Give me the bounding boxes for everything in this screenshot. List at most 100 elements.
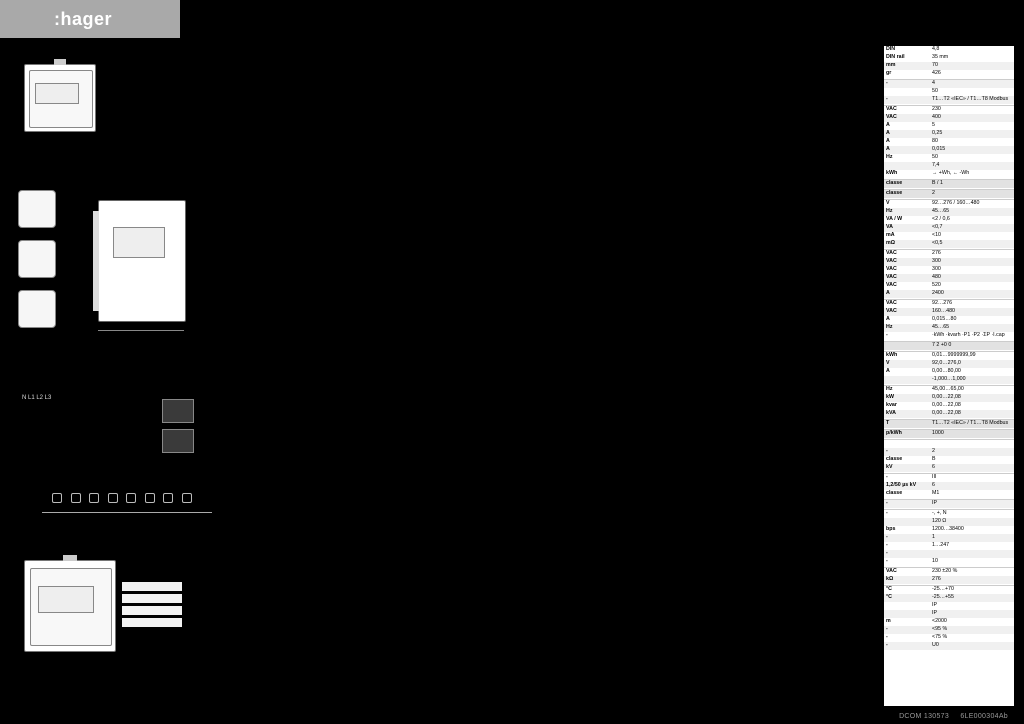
spec-value: 70 — [930, 62, 1014, 70]
spec-key: VAC — [884, 282, 930, 290]
spec-row: °C-25…+55 — [884, 594, 1014, 602]
spec-value: 50 — [930, 88, 1014, 96]
spec-key: VAC — [884, 274, 930, 282]
spec-row — [884, 440, 1014, 449]
spec-value: 2400 — [930, 290, 1014, 298]
spec-key: mA — [884, 232, 930, 240]
spec-row: DIN4,8 — [884, 46, 1014, 54]
spec-value: 5 — [930, 122, 1014, 130]
spec-row: DIN rail35 mm — [884, 54, 1014, 62]
spec-key: Hz — [884, 208, 930, 216]
spec-key: V — [884, 200, 930, 209]
spec-row: VAC230 ±20 % — [884, 568, 1014, 577]
spec-row: VAC160…480 — [884, 308, 1014, 316]
spec-row: classeB / 1 — [884, 180, 1014, 189]
spec-value: -1,000…1,000 — [930, 376, 1014, 384]
spec-key: - — [884, 534, 930, 542]
spec-key: kWh — [884, 170, 930, 178]
spec-value: 92,0…276,0 — [930, 360, 1014, 368]
footer-doc-right: 6LE000304Ab — [960, 713, 1008, 720]
spec-row: VAC480 — [884, 274, 1014, 282]
spec-row: p/kWh1000 — [884, 430, 1014, 439]
spec-value: T1…T2 «IEC» / T1…T8 Modbus — [930, 420, 1014, 429]
spec-value: 10 — [930, 558, 1014, 566]
spec-key: °C — [884, 586, 930, 595]
wiring-diagram: N L1 L2 L3 — [22, 395, 232, 515]
spec-key: A — [884, 316, 930, 324]
spec-row: IP — [884, 610, 1014, 618]
spec-row: A80 — [884, 138, 1014, 146]
spec-value: IP — [930, 500, 1014, 509]
spec-value: → +Wh, ← -Wh — [930, 170, 1014, 178]
spec-row: 7,4 — [884, 162, 1014, 170]
spec-row: -<75 % — [884, 634, 1014, 642]
spec-value: 300 — [930, 258, 1014, 266]
spec-value: 80 — [930, 138, 1014, 146]
spec-key: A — [884, 146, 930, 154]
spec-key: VAC — [884, 258, 930, 266]
spec-value: B / 1 — [930, 180, 1014, 189]
spec-row: -T1…T2 «IEC» / T1…T8 Modbus — [884, 96, 1014, 104]
spec-key: - — [884, 558, 930, 566]
spec-row: A0,015…80 — [884, 316, 1014, 324]
spec-key: kW — [884, 394, 930, 402]
spec-key: - — [884, 80, 930, 89]
spec-value: III — [930, 474, 1014, 483]
spec-row: 50 — [884, 88, 1014, 96]
spec-row: kΩ276 — [884, 576, 1014, 584]
front-label-block — [122, 582, 182, 632]
spec-row: mm70 — [884, 62, 1014, 70]
footer-doc-left: DCOM 130573 — [899, 713, 949, 720]
spec-value: 300 — [930, 266, 1014, 274]
spec-row: -4 — [884, 80, 1014, 89]
spec-key: kV — [884, 464, 930, 472]
spec-row: A0,25 — [884, 130, 1014, 138]
spec-row: V92,0…276,0 — [884, 360, 1014, 368]
spec-value: <0,5 — [930, 240, 1014, 248]
spec-value: IP — [930, 610, 1014, 618]
spec-row: kWh0,01…9999999,99 — [884, 352, 1014, 361]
brand-name: :hager — [54, 9, 112, 30]
spec-key: m — [884, 618, 930, 626]
spec-value: 520 — [930, 282, 1014, 290]
spec-key: - — [884, 474, 930, 483]
spec-key: mΩ — [884, 240, 930, 248]
spec-key: A — [884, 122, 930, 130]
spec-value: B — [930, 456, 1014, 464]
spec-row: gr426 — [884, 70, 1014, 78]
spec-value: <10 — [930, 232, 1014, 240]
spec-key: gr — [884, 70, 930, 78]
spec-key: VAC — [884, 300, 930, 309]
spec-value: 4,8 — [930, 46, 1014, 54]
spec-value: M1 — [930, 490, 1014, 498]
spec-value: 7,4 — [930, 162, 1014, 170]
spec-key: - — [884, 510, 930, 519]
spec-row: -III — [884, 474, 1014, 483]
spec-value: ·kWh ·kvarh ·P1 ·P2 ·ΣP ·I.cap — [930, 332, 1014, 340]
spec-row: Hz45,00…65,00 — [884, 386, 1014, 395]
spec-key: - — [884, 642, 930, 650]
spec-row: kvar0,00…22,08 — [884, 402, 1014, 410]
spec-key: VAC — [884, 266, 930, 274]
spec-row: 7 2 +0 0 — [884, 342, 1014, 351]
spec-key: - — [884, 332, 930, 340]
spec-key: classe — [884, 190, 930, 199]
spec-key: VAC — [884, 568, 930, 577]
spec-key: kVA — [884, 410, 930, 418]
product-thumb — [24, 64, 96, 132]
spec-row: classe2 — [884, 190, 1014, 199]
spec-row: 120 Ω — [884, 518, 1014, 526]
spec-row: classeB — [884, 456, 1014, 464]
spec-key: A — [884, 130, 930, 138]
spec-key: - — [884, 448, 930, 456]
spec-value: 50 — [930, 154, 1014, 162]
spec-key: - — [884, 550, 930, 558]
spec-value: T1…T2 «IEC» / T1…T8 Modbus — [930, 96, 1014, 104]
spec-key: Hz — [884, 386, 930, 395]
spec-row: A5 — [884, 122, 1014, 130]
spec-row: mΩ<0,5 — [884, 240, 1014, 248]
spec-row: -·kWh ·kvarh ·P1 ·P2 ·ΣP ·I.cap — [884, 332, 1014, 340]
spec-key: kWh — [884, 352, 930, 361]
spec-key: kvar — [884, 402, 930, 410]
spec-key: kΩ — [884, 576, 930, 584]
